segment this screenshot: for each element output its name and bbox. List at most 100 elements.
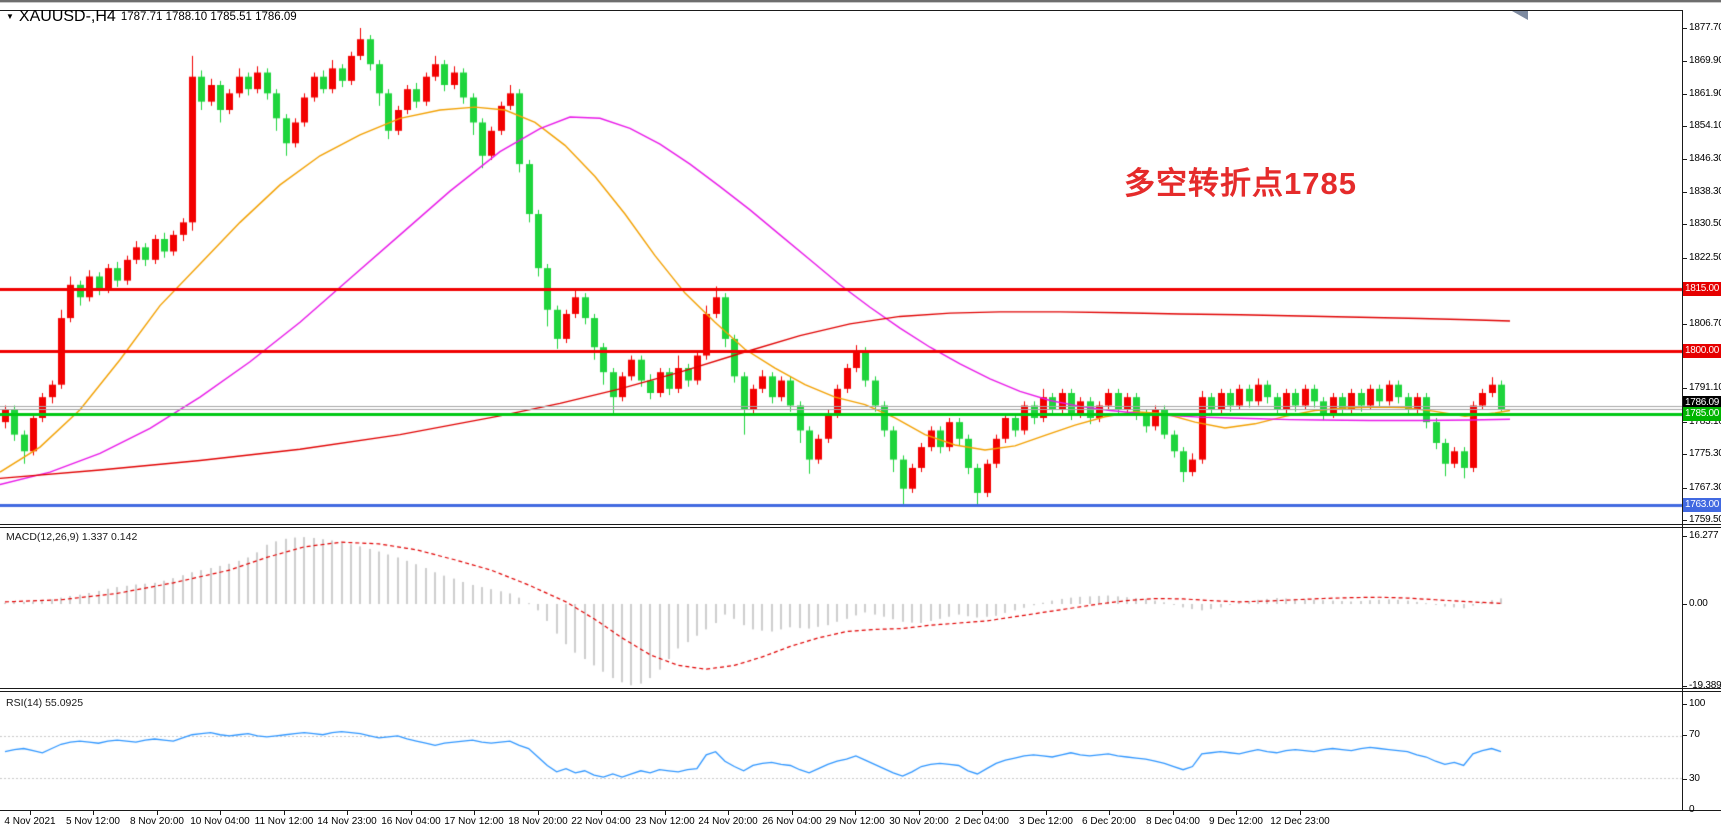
time-tick-label: 11 Nov 12:00 bbox=[254, 816, 314, 827]
price-tick-label: 1806.70 bbox=[1689, 318, 1721, 329]
time-tick-label: 14 Nov 23:00 bbox=[317, 816, 377, 827]
time-tick-label: 30 Nov 20:00 bbox=[889, 816, 949, 827]
time-tick-label: 6 Dec 20:00 bbox=[1082, 816, 1136, 827]
symbol-dropdown-icon[interactable]: ▼ bbox=[6, 12, 14, 21]
price-tick-label: 1775.30 bbox=[1689, 448, 1721, 459]
time-tick-label: 10 Nov 04:00 bbox=[190, 816, 250, 827]
macd-tick bbox=[1682, 686, 1687, 687]
time-tick-label: 18 Nov 20:00 bbox=[508, 816, 568, 827]
time-tick bbox=[157, 811, 158, 815]
time-tick bbox=[919, 811, 920, 815]
price-line-label: 1786.09 bbox=[1683, 396, 1721, 410]
rsi-label: RSI(14) 55.0925 bbox=[6, 697, 84, 709]
price-tick-label: 1877.70 bbox=[1689, 22, 1721, 33]
time-tick-label: 23 Nov 12:00 bbox=[635, 816, 695, 827]
rsi-tick-label: 30 bbox=[1689, 773, 1700, 784]
macd-tick bbox=[1682, 536, 1687, 537]
window-top-edge bbox=[0, 0, 1721, 2]
time-tick-label: 2 Dec 04:00 bbox=[955, 816, 1009, 827]
main-price-chart[interactable] bbox=[0, 11, 1682, 524]
macd-tick-label: 16.277 bbox=[1689, 530, 1719, 541]
chart-top-border bbox=[0, 10, 1682, 11]
time-tick bbox=[1046, 811, 1047, 815]
time-tick-label: 24 Nov 20:00 bbox=[698, 816, 758, 827]
time-tick-label: 16 Nov 04:00 bbox=[381, 816, 441, 827]
time-tick bbox=[538, 811, 539, 815]
time-tick bbox=[220, 811, 221, 815]
panel-separator bbox=[0, 527, 1721, 528]
chart-shift-icon bbox=[1512, 11, 1528, 20]
rsi-indicator-chart[interactable] bbox=[0, 692, 1682, 810]
window-top-edge-highlight bbox=[0, 2, 1721, 3]
time-tick bbox=[474, 811, 475, 815]
time-tick-label: 9 Dec 12:00 bbox=[1209, 816, 1263, 827]
time-tick bbox=[855, 811, 856, 815]
rsi-tick bbox=[1682, 810, 1687, 811]
time-tick bbox=[411, 811, 412, 815]
macd-tick bbox=[1682, 604, 1687, 605]
price-tick-label: 1759.50 bbox=[1689, 514, 1721, 525]
panel-separator bbox=[0, 691, 1721, 692]
time-tick-label: 4 Nov 2021 bbox=[4, 816, 56, 827]
price-tick bbox=[1682, 422, 1687, 423]
price-tick bbox=[1682, 28, 1687, 29]
time-tick-label: 29 Nov 12:00 bbox=[825, 816, 885, 827]
price-tick-label: 1838.30 bbox=[1689, 186, 1721, 197]
price-line-label: 1763.00 bbox=[1683, 498, 1721, 512]
price-tick bbox=[1682, 258, 1687, 259]
time-tick bbox=[93, 811, 94, 815]
macd-tick-label: -19.389 bbox=[1689, 680, 1721, 691]
price-line-label: 1785.00 bbox=[1683, 407, 1721, 421]
price-tick bbox=[1682, 159, 1687, 160]
macd-indicator-chart[interactable] bbox=[0, 528, 1682, 688]
panel-separator bbox=[0, 688, 1721, 689]
price-tick-label: 1783.10 bbox=[1689, 416, 1721, 427]
price-tick bbox=[1682, 61, 1687, 62]
time-tick bbox=[792, 811, 793, 815]
time-tick-label: 8 Dec 04:00 bbox=[1146, 816, 1200, 827]
symbol-timeframe: XAUUSD-,H4 bbox=[18, 8, 116, 25]
time-tick-label: 8 Nov 20:00 bbox=[130, 816, 184, 827]
time-tick bbox=[1173, 811, 1174, 815]
price-tick-label: 1861.90 bbox=[1689, 88, 1721, 99]
macd-label: MACD(12,26,9) 1.337 0.142 bbox=[6, 531, 138, 543]
rsi-tick-label: 0 bbox=[1689, 804, 1695, 815]
time-tick-label: 26 Nov 04:00 bbox=[762, 816, 822, 827]
time-tick bbox=[665, 811, 666, 815]
annotation-text: 多空转折点1785 bbox=[1124, 166, 1357, 201]
price-tick-label: 1869.90 bbox=[1689, 55, 1721, 66]
price-tick bbox=[1682, 388, 1687, 389]
time-tick-label: 22 Nov 04:00 bbox=[571, 816, 631, 827]
price-tick bbox=[1682, 94, 1687, 95]
rsi-tick-label: 70 bbox=[1689, 729, 1700, 740]
time-tick bbox=[347, 811, 348, 815]
time-tick bbox=[1300, 811, 1301, 815]
rsi-tick bbox=[1682, 704, 1687, 705]
price-tick-label: 1830.50 bbox=[1689, 218, 1721, 229]
time-tick bbox=[30, 811, 31, 815]
price-tick bbox=[1682, 192, 1687, 193]
price-tick-label: 1846.30 bbox=[1689, 153, 1721, 164]
chart-title: ▼ XAUUSD-,H4 1787.71 1788.10 1785.51 178… bbox=[6, 8, 297, 26]
time-tick-label: 12 Dec 23:00 bbox=[1270, 816, 1330, 827]
price-tick bbox=[1682, 224, 1687, 225]
rsi-tick-label: 100 bbox=[1689, 698, 1706, 709]
time-tick-label: 3 Dec 12:00 bbox=[1019, 816, 1073, 827]
time-tick bbox=[601, 811, 602, 815]
price-tick-label: 1791.10 bbox=[1689, 382, 1721, 393]
price-tick-label: 1822.50 bbox=[1689, 252, 1721, 263]
ohlc-quotes: 1787.71 1788.10 1785.51 1786.09 bbox=[120, 11, 297, 23]
time-tick bbox=[982, 811, 983, 815]
price-tick bbox=[1682, 488, 1687, 489]
time-tick bbox=[284, 811, 285, 815]
price-tick bbox=[1682, 126, 1687, 127]
time-tick bbox=[1109, 811, 1110, 815]
price-tick-label: 1767.30 bbox=[1689, 482, 1721, 493]
price-axis-border bbox=[1682, 10, 1683, 811]
time-tick bbox=[1236, 811, 1237, 815]
price-line-label: 1800.00 bbox=[1683, 344, 1721, 358]
price-tick bbox=[1682, 520, 1687, 521]
rsi-tick bbox=[1682, 779, 1687, 780]
price-line-label: 1815.00 bbox=[1683, 282, 1721, 296]
